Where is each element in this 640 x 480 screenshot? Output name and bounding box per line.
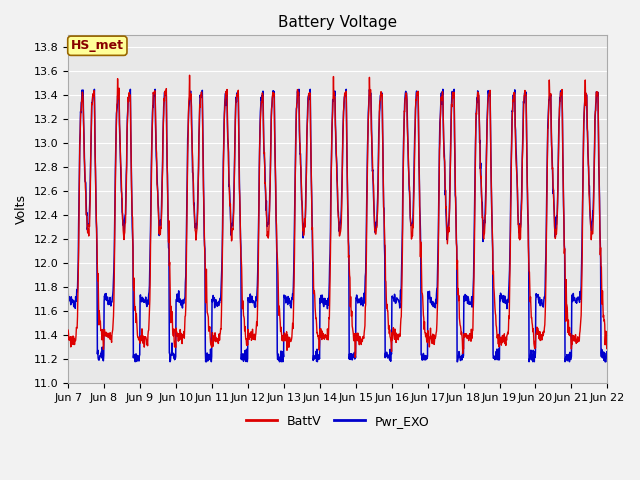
Title: Battery Voltage: Battery Voltage [278,15,397,30]
Y-axis label: Volts: Volts [15,194,28,224]
Legend: BattV, Pwr_EXO: BattV, Pwr_EXO [241,410,435,433]
Text: HS_met: HS_met [71,39,124,52]
